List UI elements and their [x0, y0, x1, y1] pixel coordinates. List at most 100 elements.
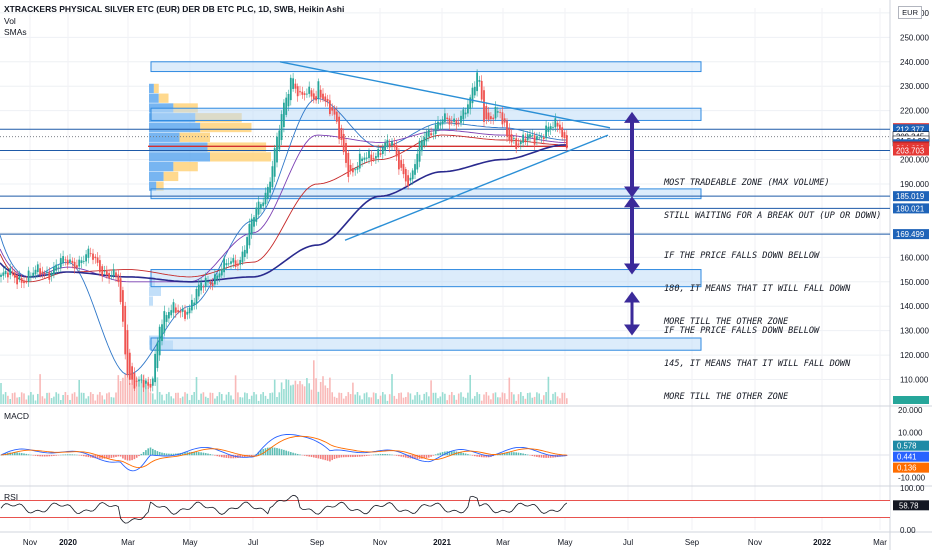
candle-body [225, 263, 228, 266]
volume-bar [522, 395, 524, 404]
candle-body [13, 272, 16, 278]
candle-body [101, 266, 104, 276]
rsi-tick-label: 0.00 [900, 526, 916, 535]
volume-bar [239, 397, 241, 404]
arrow-head-down [624, 263, 640, 275]
candle-body [16, 275, 18, 285]
volume-bar [543, 395, 545, 404]
volume-bar [278, 392, 281, 404]
volume-bar [106, 393, 108, 404]
note-line: MORE TILL THE OTHER ZONE [664, 392, 789, 402]
macd-hist-bar [172, 453, 175, 456]
candle-body [135, 380, 138, 382]
macd-hist-bar [361, 454, 363, 457]
candle-body [30, 275, 32, 277]
volume-bar [147, 379, 149, 404]
volume-bar [520, 392, 522, 404]
candle-body [204, 277, 207, 287]
sma-label[interactable]: SMAs [4, 27, 27, 37]
volume-bar [177, 392, 179, 404]
volume-bar [388, 394, 391, 404]
macd-hist-bar [485, 454, 488, 458]
volume-bar [409, 393, 412, 404]
candle-body [554, 118, 557, 128]
volume-bar [451, 392, 453, 404]
macd-hist-bar [423, 454, 425, 459]
candle-body [547, 126, 550, 132]
price-tick-label: 160.000 [900, 253, 929, 262]
candle-body [404, 169, 407, 182]
candle-body [342, 133, 345, 153]
candle-body [172, 302, 175, 313]
macd-hist-bar [324, 454, 327, 461]
macd-hist-bar [257, 451, 260, 456]
candle-body [27, 270, 30, 282]
volume-bar [471, 398, 474, 404]
macd-label[interactable]: MACD [4, 411, 30, 421]
volume-bar [200, 393, 202, 404]
volume-bar [428, 396, 430, 404]
volume-bar [536, 392, 538, 404]
candle-body [439, 123, 442, 126]
candle-body [2, 272, 5, 276]
macd-hist-bar [405, 454, 407, 458]
candle-body [460, 115, 462, 123]
volume-bar [248, 399, 251, 404]
macd-hist-bar [414, 454, 416, 459]
macd-value-box [893, 440, 929, 451]
volume-bar [260, 394, 262, 404]
candle-body [331, 107, 334, 111]
candle-body [480, 80, 483, 100]
macd-hist-bar [241, 454, 244, 458]
volume-bar [135, 377, 138, 404]
volume-bar [34, 400, 37, 404]
candle-body [278, 130, 281, 150]
macd-hist-bar [379, 454, 382, 456]
volume-bar [83, 392, 85, 404]
candle-body [561, 127, 564, 138]
candle-body [94, 256, 97, 259]
volume-bar [382, 392, 384, 404]
candle-body [306, 93, 308, 95]
macd-hist-bar [250, 454, 253, 456]
volume-bar [4, 392, 7, 404]
macd-hist-bar [503, 452, 506, 456]
macd-hist-bar [292, 452, 294, 456]
volume-label[interactable]: Vol [4, 16, 16, 26]
volume-bar [76, 396, 78, 404]
candle-body [444, 113, 446, 122]
candle-body [370, 154, 373, 162]
volume-bar [20, 392, 23, 404]
macd-hist-bar [14, 452, 16, 456]
rsi-label[interactable]: RSI [4, 492, 19, 502]
price-axis[interactable]: 260.000250.000240.000230.000220.000200.0… [892, 9, 929, 535]
volume-bar [292, 384, 294, 404]
note-below-180: IF THE PRICE FALLS DOWN BELLOW 180, IT M… [664, 229, 850, 350]
volume-bar [506, 399, 508, 404]
profile-bar-down [163, 171, 179, 182]
candle-body [400, 160, 403, 168]
candle-body [538, 137, 541, 139]
rsi-line [0, 494, 568, 524]
macd-hist-bar [515, 452, 517, 456]
candle-body [499, 111, 501, 113]
volume-bar [55, 392, 57, 404]
volume-bar [184, 392, 186, 404]
macd-hist-bar [110, 454, 113, 458]
time-axis[interactable]: Nov 2020 Mar May Jul Sep Nov 2021 Mar May Jul Sep No… [23, 538, 887, 547]
currency-badge[interactable]: EUR [898, 6, 922, 19]
candle-body [285, 97, 288, 115]
volume-bar [515, 400, 517, 404]
macd-hist-bar [99, 454, 101, 459]
volume-bar [352, 382, 354, 404]
macd-hist-bar [11, 452, 14, 456]
volume-bar [356, 392, 359, 404]
candle-body [289, 77, 292, 101]
volume-bar [37, 393, 39, 404]
macd-hist-bar [402, 454, 405, 458]
time-tick-label: Sep [310, 538, 325, 547]
time-tick-label: Nov [373, 538, 387, 547]
volume-bar [386, 400, 389, 404]
candle-body [349, 164, 352, 172]
